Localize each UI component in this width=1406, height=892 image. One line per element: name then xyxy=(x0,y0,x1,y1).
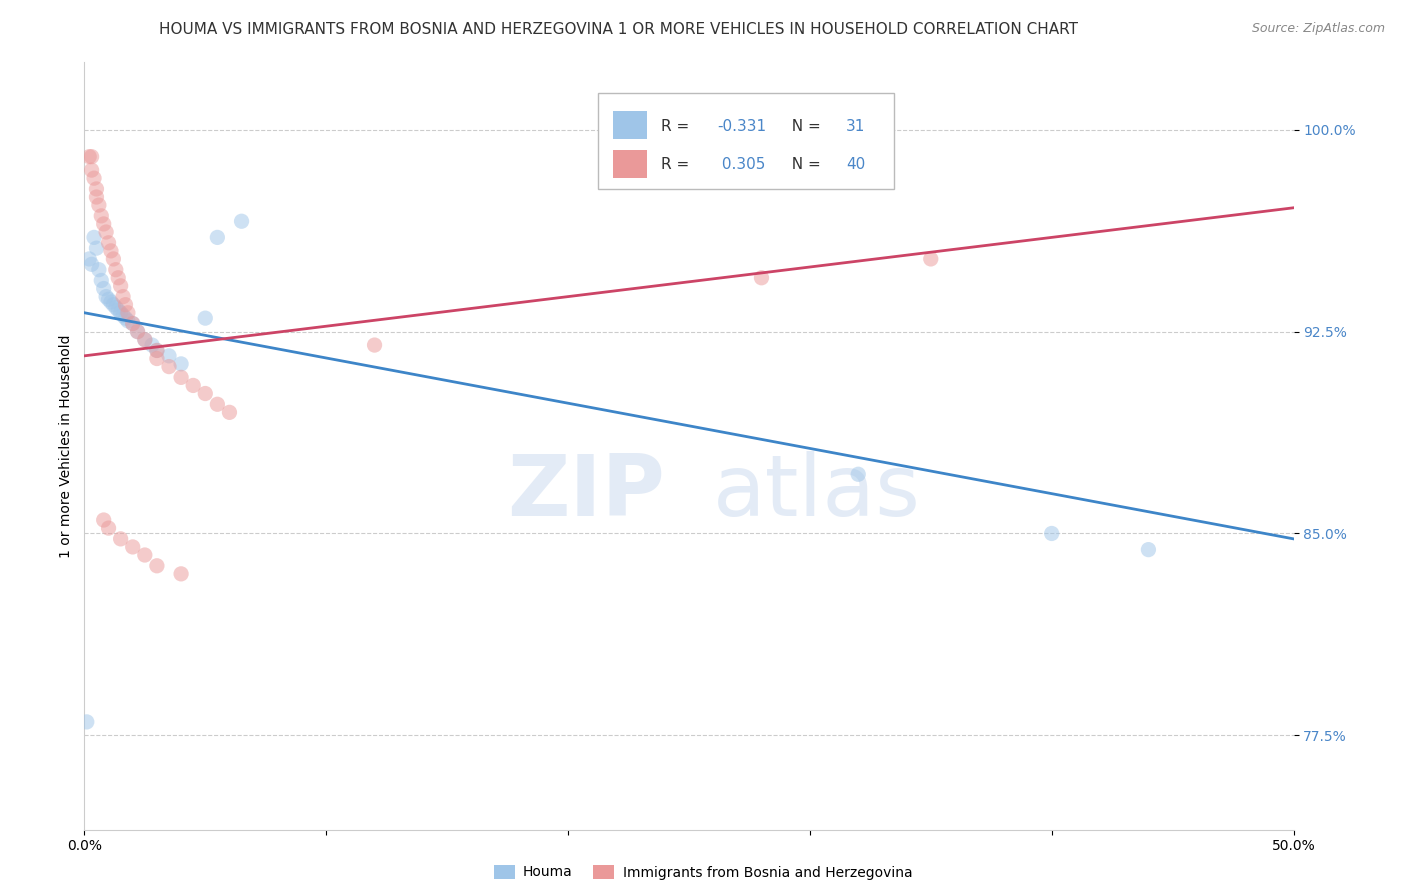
Point xyxy=(110,278,132,293)
Point xyxy=(363,338,385,352)
Point xyxy=(97,293,120,307)
Point xyxy=(127,325,149,339)
Point xyxy=(194,311,217,326)
Text: N =: N = xyxy=(782,157,825,172)
Text: R =: R = xyxy=(661,157,695,172)
Point xyxy=(77,252,100,266)
Point xyxy=(104,301,127,315)
Point xyxy=(80,150,103,164)
Point xyxy=(104,262,127,277)
Point xyxy=(93,217,115,231)
Point xyxy=(194,386,217,401)
Point xyxy=(97,521,120,535)
Point xyxy=(110,532,132,546)
Point xyxy=(146,343,169,358)
Point xyxy=(77,150,100,164)
Point xyxy=(207,230,229,244)
Point xyxy=(93,513,115,527)
Point xyxy=(141,338,163,352)
Point xyxy=(83,171,105,186)
Point xyxy=(846,467,869,482)
Point xyxy=(94,225,117,239)
Point xyxy=(103,298,125,312)
Point xyxy=(146,351,169,366)
Point xyxy=(1137,542,1160,557)
Point xyxy=(121,317,143,331)
Point xyxy=(117,314,139,328)
Point xyxy=(100,295,122,310)
Point xyxy=(87,262,110,277)
Point xyxy=(86,182,108,196)
Text: atlas: atlas xyxy=(713,450,921,533)
Point xyxy=(134,548,156,562)
Point xyxy=(86,190,108,204)
Point xyxy=(90,209,112,223)
Point xyxy=(107,303,129,318)
Text: 0.305: 0.305 xyxy=(717,157,765,172)
Point xyxy=(121,540,143,554)
Point xyxy=(103,252,125,266)
Point xyxy=(920,252,942,266)
Point xyxy=(107,270,129,285)
Point xyxy=(112,309,135,323)
Point xyxy=(170,566,193,581)
Text: HOUMA VS IMMIGRANTS FROM BOSNIA AND HERZEGOVINA 1 OR MORE VEHICLES IN HOUSEHOLD : HOUMA VS IMMIGRANTS FROM BOSNIA AND HERZ… xyxy=(159,22,1078,37)
Point xyxy=(112,290,135,304)
Point xyxy=(110,306,132,320)
Text: ZIP: ZIP xyxy=(508,450,665,533)
Text: Source: ZipAtlas.com: Source: ZipAtlas.com xyxy=(1251,22,1385,36)
Point xyxy=(1040,526,1063,541)
Point xyxy=(218,405,240,419)
Point xyxy=(134,333,156,347)
Text: R =: R = xyxy=(661,119,695,134)
Point xyxy=(181,378,204,392)
Text: 31: 31 xyxy=(846,119,866,134)
Point xyxy=(751,270,773,285)
Point xyxy=(76,714,98,729)
Point xyxy=(90,273,112,287)
Point xyxy=(146,558,169,573)
Text: 40: 40 xyxy=(846,157,865,172)
Point xyxy=(134,333,156,347)
Point xyxy=(117,306,139,320)
Legend: Houma, Immigrants from Bosnia and Herzegovina: Houma, Immigrants from Bosnia and Herzeg… xyxy=(488,859,918,885)
Point xyxy=(170,370,193,384)
Point xyxy=(93,281,115,295)
Point xyxy=(170,357,193,371)
FancyBboxPatch shape xyxy=(599,93,894,189)
Point xyxy=(146,343,169,358)
Text: -0.331: -0.331 xyxy=(717,119,766,134)
Bar xyxy=(613,112,647,139)
Point xyxy=(157,359,180,374)
Point xyxy=(157,349,180,363)
Point xyxy=(114,298,136,312)
Y-axis label: 1 or more Vehicles in Household: 1 or more Vehicles in Household xyxy=(59,334,73,558)
Point xyxy=(80,257,103,271)
Point xyxy=(231,214,253,228)
Point xyxy=(94,290,117,304)
Text: N =: N = xyxy=(782,119,825,134)
Point xyxy=(86,241,108,255)
Point xyxy=(114,311,136,326)
Point xyxy=(80,163,103,178)
Bar xyxy=(613,150,647,178)
Point xyxy=(97,235,120,250)
Point xyxy=(87,198,110,212)
Point xyxy=(207,397,229,411)
Point xyxy=(127,325,149,339)
Point xyxy=(100,244,122,258)
Point xyxy=(83,230,105,244)
Point xyxy=(121,317,143,331)
